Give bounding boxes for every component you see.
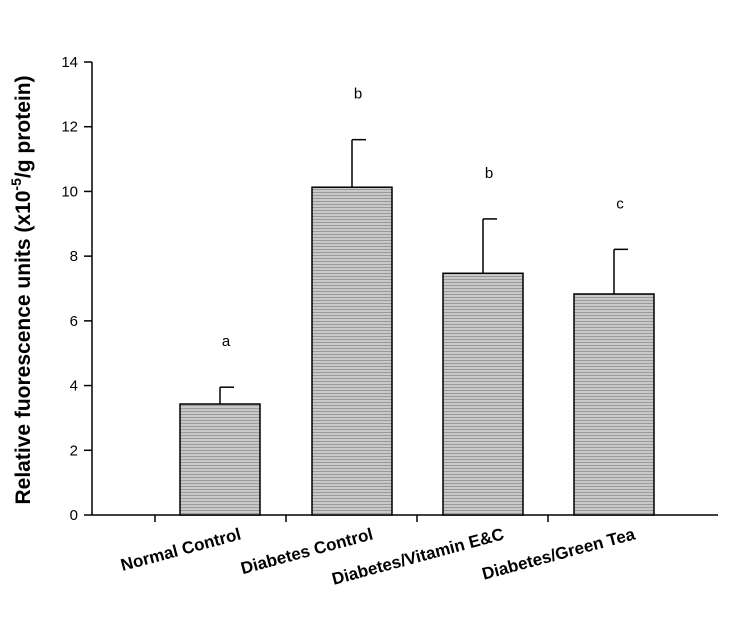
category-label: Diabetes/Green Tea bbox=[480, 524, 638, 583]
bar bbox=[311, 186, 393, 516]
significance-label: c bbox=[616, 195, 624, 212]
category-label: Normal Control bbox=[119, 525, 243, 575]
y-axis-title-main: Relative fuorescence units (x10 bbox=[12, 191, 35, 505]
bar bbox=[179, 403, 261, 516]
y-axis-title-exponent: -5 bbox=[8, 178, 24, 191]
y-tick-label: 12 bbox=[61, 119, 78, 136]
y-axis-title: Relative fuorescence units (x10-5/g prot… bbox=[8, 75, 35, 504]
bar bbox=[573, 293, 655, 516]
bar bbox=[442, 272, 524, 516]
y-tick-label: 4 bbox=[70, 378, 78, 395]
y-axis-title-tail: /g protein) bbox=[12, 75, 35, 178]
significance-label: b bbox=[485, 165, 493, 182]
y-tick-label: 14 bbox=[61, 54, 78, 71]
y-tick-label: 8 bbox=[70, 248, 78, 265]
svg-text:Relative fuorescence units (x1: Relative fuorescence units (x10-5/g prot… bbox=[8, 75, 35, 504]
y-tick-label: 10 bbox=[61, 183, 78, 200]
significance-label: a bbox=[222, 333, 231, 350]
y-tick-label: 6 bbox=[70, 313, 78, 330]
y-tick-label: 0 bbox=[70, 507, 78, 524]
significance-label: b bbox=[354, 86, 362, 103]
y-tick-label: 2 bbox=[70, 442, 78, 459]
